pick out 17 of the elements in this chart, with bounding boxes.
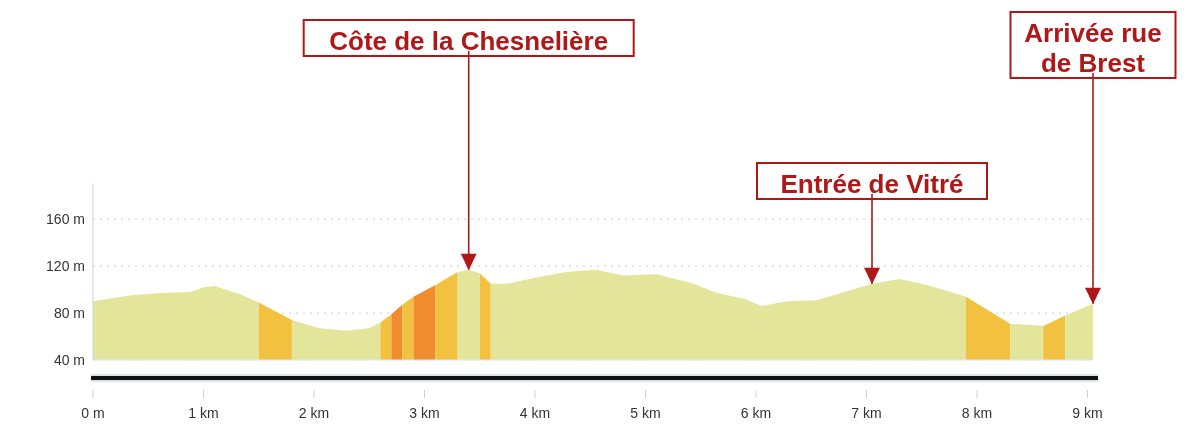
y-tick-label: 120 m bbox=[46, 258, 85, 275]
x-tick-label: 8 km bbox=[961, 405, 993, 421]
x-tick-label: 1 km bbox=[188, 405, 219, 421]
text: Arrivée rue de Brest bbox=[1024, 18, 1162, 78]
x-tick-label: 4 km bbox=[519, 405, 551, 421]
annotation: Entrée de Vitré bbox=[780, 169, 964, 199]
x-tick-label: 9 km bbox=[1072, 405, 1103, 421]
x-tick-label: 6 km bbox=[740, 405, 772, 421]
x-tick-label: 2 km bbox=[298, 405, 330, 421]
annotation: Côte de la Chesnelière bbox=[329, 26, 609, 56]
x-tick-label: 0 m bbox=[81, 405, 105, 421]
y-tick-label: 80 m bbox=[53, 305, 85, 322]
x-tick-label: 3 km bbox=[409, 405, 440, 421]
x-tick-label: 5 km bbox=[630, 405, 661, 421]
x-tick-label: 7 km bbox=[851, 405, 882, 421]
y-tick-label: 40 m bbox=[53, 351, 85, 368]
y-tick-label: 160 m bbox=[46, 211, 85, 228]
